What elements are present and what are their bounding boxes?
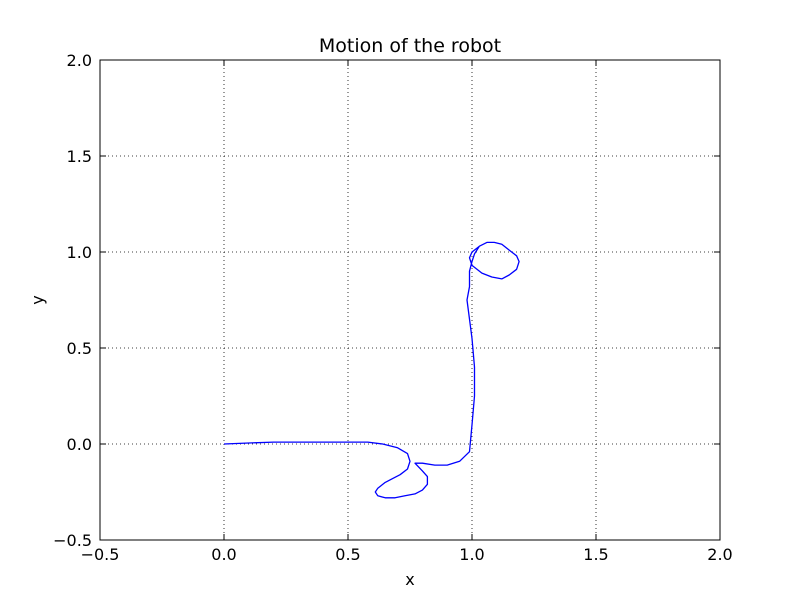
series-layer — [223, 241, 520, 499]
x-tick-label: −0.5 — [81, 545, 120, 564]
y-tick-label: −0.5 — [53, 531, 92, 550]
robot-path-line — [223, 241, 520, 499]
y-tick-label: 0.5 — [67, 339, 92, 358]
tick-layer: −0.5 0.0 0.5 1.0 1.5 2.0 −0.5 0.0 0.5 1.0 1.5 2.0 — [53, 51, 733, 564]
x-axis-label: x — [405, 570, 414, 589]
x-tick-label: 0.0 — [211, 545, 236, 564]
x-tick-label: 1.5 — [583, 545, 608, 564]
x-tick-label: 2.0 — [707, 545, 732, 564]
x-tick-label: 1.0 — [459, 545, 484, 564]
y-axis-label: y — [28, 295, 47, 304]
y-tick-label: 2.0 — [67, 51, 92, 70]
y-tick-label: 1.5 — [67, 147, 92, 166]
chart-title: Motion of the robot — [319, 35, 501, 57]
plot-frame — [99, 59, 721, 541]
x-tick-label: 0.5 — [335, 545, 360, 564]
y-tick-label: 0.0 — [67, 435, 92, 454]
y-tick-label: 1.0 — [67, 243, 92, 262]
grid-layer — [99, 59, 721, 541]
